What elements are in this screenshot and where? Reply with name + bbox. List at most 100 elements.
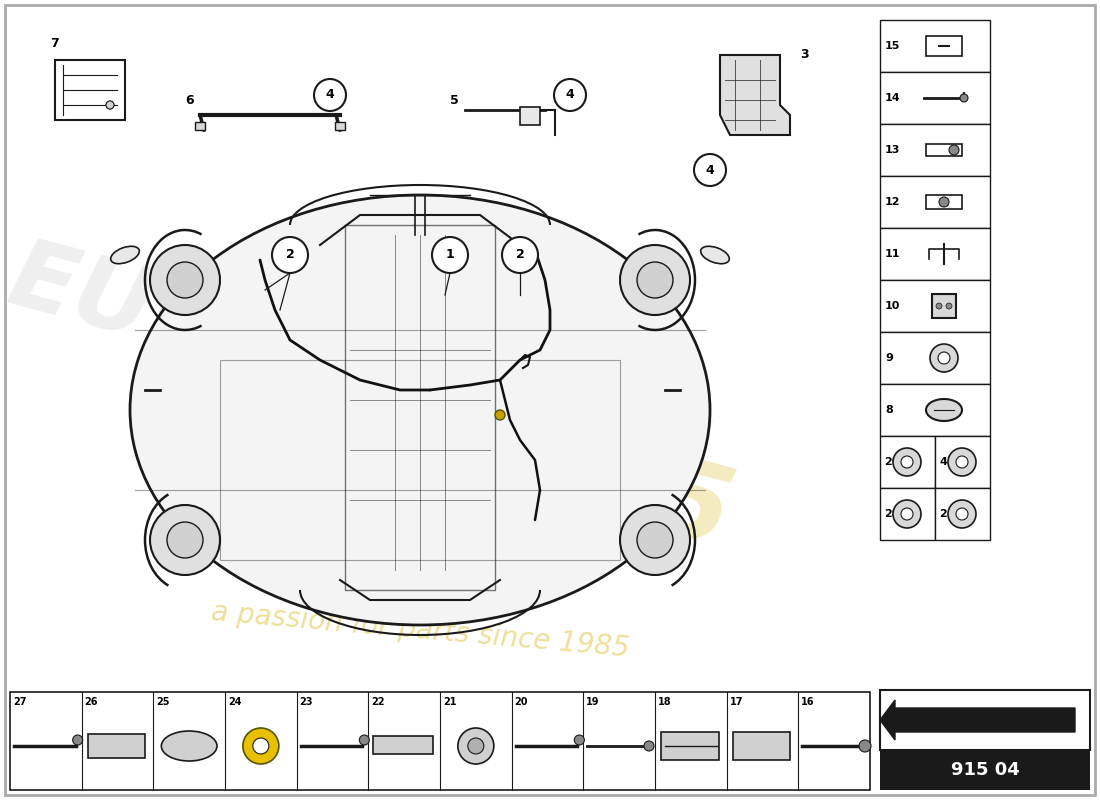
Bar (935, 488, 990, 540)
Circle shape (150, 245, 220, 315)
Ellipse shape (111, 246, 140, 264)
Text: 26: 26 (85, 697, 98, 707)
Bar (88, 734, 145, 758)
Bar (902, 232, 986, 276)
Circle shape (106, 101, 114, 109)
Circle shape (936, 303, 942, 309)
Circle shape (859, 740, 871, 752)
Circle shape (960, 94, 968, 102)
Bar (10, 692, 870, 790)
Text: 17: 17 (729, 697, 744, 707)
Text: 29: 29 (884, 457, 900, 467)
Bar (880, 750, 1090, 790)
Text: 1: 1 (446, 249, 454, 262)
Ellipse shape (926, 399, 962, 421)
Circle shape (458, 728, 494, 764)
Text: 13: 13 (886, 145, 901, 155)
Circle shape (948, 500, 976, 528)
Circle shape (502, 237, 538, 273)
Circle shape (637, 262, 673, 298)
Bar (373, 736, 433, 754)
Text: 2: 2 (516, 249, 525, 262)
Circle shape (938, 352, 950, 364)
Bar (661, 732, 718, 760)
Circle shape (893, 500, 921, 528)
Bar (880, 384, 990, 436)
Text: 15: 15 (886, 41, 901, 51)
Bar (880, 332, 990, 384)
Circle shape (620, 245, 690, 315)
Circle shape (106, 101, 114, 109)
Circle shape (948, 448, 976, 476)
Bar (926, 144, 962, 156)
Bar (902, 76, 986, 120)
Polygon shape (880, 700, 1075, 740)
Text: 25: 25 (156, 697, 169, 707)
Circle shape (949, 145, 959, 155)
Text: 2: 2 (939, 509, 947, 519)
Text: 23: 23 (299, 697, 314, 707)
Circle shape (167, 262, 204, 298)
Bar (336, 122, 345, 130)
Bar (902, 180, 986, 224)
Circle shape (637, 522, 673, 558)
Text: 27: 27 (13, 697, 26, 707)
Bar (880, 690, 1090, 750)
Circle shape (893, 448, 921, 476)
Text: 10: 10 (886, 301, 901, 311)
Text: 21: 21 (443, 697, 456, 707)
Bar (880, 436, 935, 488)
Text: 16: 16 (801, 697, 815, 707)
Circle shape (956, 456, 968, 468)
Circle shape (495, 410, 505, 420)
Bar (902, 388, 986, 432)
Text: 18: 18 (658, 697, 672, 707)
Text: 915 04: 915 04 (950, 761, 1020, 779)
Circle shape (901, 508, 913, 520)
Bar (935, 436, 990, 488)
Polygon shape (720, 55, 790, 135)
Bar (902, 336, 986, 380)
Circle shape (73, 735, 82, 745)
Text: 8: 8 (886, 405, 893, 415)
Circle shape (167, 522, 204, 558)
Circle shape (243, 728, 278, 764)
Bar (880, 280, 990, 332)
Bar (195, 122, 205, 130)
Text: 4: 4 (326, 89, 334, 102)
Text: EUROSPARES: EUROSPARES (0, 232, 720, 508)
Bar (733, 732, 790, 760)
Bar (880, 72, 990, 124)
Bar (902, 128, 986, 172)
Bar (902, 24, 986, 68)
Text: 19: 19 (586, 697, 600, 707)
Text: 7: 7 (50, 37, 58, 50)
Circle shape (930, 344, 958, 372)
Circle shape (946, 303, 952, 309)
Text: 3: 3 (800, 49, 808, 62)
Circle shape (694, 154, 726, 186)
Text: 11: 11 (886, 249, 901, 259)
Ellipse shape (162, 731, 217, 761)
Circle shape (314, 79, 346, 111)
Bar (520, 107, 540, 125)
Circle shape (574, 735, 584, 745)
Circle shape (644, 741, 654, 751)
Bar (880, 176, 990, 228)
Text: a passion for parts since 1985: a passion for parts since 1985 (210, 598, 630, 662)
Circle shape (554, 79, 586, 111)
Text: 12: 12 (886, 197, 901, 207)
Text: 20: 20 (515, 697, 528, 707)
Circle shape (901, 456, 913, 468)
Text: 9: 9 (886, 353, 893, 363)
Circle shape (432, 237, 468, 273)
Text: 28: 28 (884, 509, 900, 519)
Circle shape (620, 505, 690, 575)
Circle shape (150, 505, 220, 575)
Bar (55, 60, 125, 120)
Circle shape (253, 738, 268, 754)
Circle shape (360, 735, 370, 745)
Text: 14: 14 (886, 93, 901, 103)
Text: 1985: 1985 (417, 388, 744, 572)
Ellipse shape (701, 246, 729, 264)
